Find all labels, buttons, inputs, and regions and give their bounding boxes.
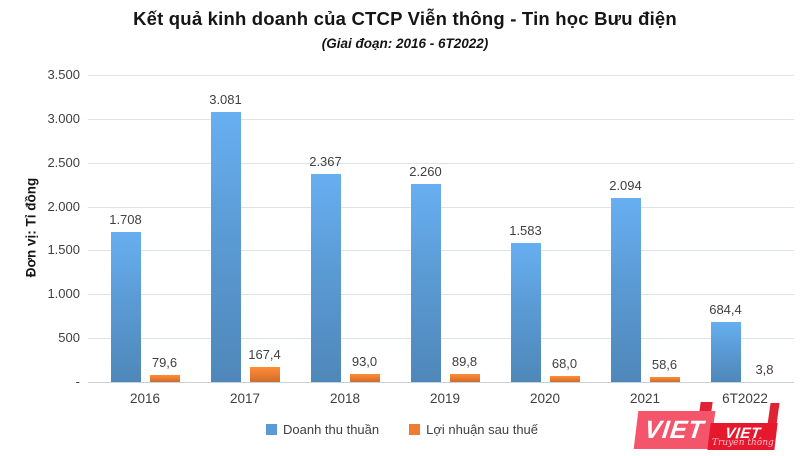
x-axis-label-2019: 2019 (429, 391, 461, 406)
y-tick-label-3500: 3.500 (47, 67, 80, 82)
bar-series0-2016 (110, 232, 141, 382)
bar-value-series1-2017: 167,4 (248, 347, 281, 363)
bar-value-series0-2021: 2.094 (609, 178, 642, 194)
x-axis-label-2016: 2016 (129, 391, 161, 406)
bar-series0-2017 (210, 111, 241, 382)
bar-value-series1-2016: 79,6 (151, 355, 178, 371)
y-tick-label-3000: 3.000 (47, 110, 80, 126)
x-axis-label-6T2022: 6T2022 (722, 391, 768, 406)
bar-value-series0-2018: 2.367 (309, 154, 342, 170)
bar-value-series0-2019: 2.260 (409, 163, 442, 179)
bar-series1-2016 (149, 375, 180, 382)
bar-value-series1-2018: 93,0 (351, 353, 378, 369)
bar-series0-6T2022 (710, 321, 741, 382)
gridline-2000 (88, 206, 794, 208)
bar-value-series1-2021: 58,6 (651, 356, 678, 372)
bar-series1-2018 (349, 373, 380, 382)
gridline-3000 (88, 118, 794, 120)
bar-series0-2020 (510, 243, 541, 382)
bar-series1-2019 (449, 374, 480, 382)
x-axis-label-2017: 2017 (229, 391, 261, 406)
bar-value-series1-2019: 89,8 (451, 354, 478, 370)
bar-series0-2018 (310, 174, 341, 382)
chart-title: Kết quả kinh doanh của CTCP Viễn thông -… (133, 8, 677, 29)
x-axis-label-2020: 2020 (529, 391, 561, 406)
x-axis-label-2018: 2018 (329, 391, 361, 406)
bar-value-series1-6T2022: 3,8 (755, 361, 774, 377)
x-axis-label-2021: 2021 (629, 391, 661, 406)
y-tick-label-500: 500 (58, 330, 80, 346)
bar-series1-2017 (249, 367, 280, 382)
watermark-big-text: VIET (643, 415, 707, 444)
y-tick-label-2500: 2.500 (47, 154, 80, 170)
legend-item-series1: Lợi nhuận sau thuế (409, 422, 538, 437)
gridline-1500 (88, 250, 794, 252)
legend-label-series1: Lợi nhuận sau thuế (426, 422, 539, 437)
bar-value-series1-2020: 68,0 (551, 356, 578, 372)
y-tick-label-0: - (75, 374, 80, 389)
legend-swatch-icon (265, 424, 277, 435)
chart-legend: Doanh thu thuần Lợi nhuận sau thuế (0, 422, 804, 437)
legend-swatch-icon (409, 424, 421, 435)
y-axis-title: Đơn vị: Tỉ đồng (23, 177, 39, 278)
gridline-3500 (88, 75, 794, 76)
legend-item-series0: Doanh thu thuần (265, 422, 380, 437)
gridline-0 (88, 382, 794, 383)
y-tick-label-1500: 1.500 (47, 242, 80, 258)
watermark-big-flag: VIET (633, 411, 716, 449)
gridline-1000 (88, 294, 794, 296)
bar-value-series0-2020: 1.583 (509, 223, 542, 239)
chart-subtitle: (Giai đoạn: 2016 - 6T2022) (321, 36, 489, 51)
bar-series0-2019 (410, 183, 441, 382)
bar-series1-2021 (649, 376, 680, 382)
y-tick-label-2000: 2.000 (47, 198, 80, 214)
bar-series1-2020 (549, 376, 580, 382)
bar-series1-6T2022 (749, 381, 780, 383)
bar-value-series0-2016: 1.708 (109, 212, 142, 228)
gridline-2500 (88, 162, 794, 164)
bar-value-series0-6T2022: 684,4 (709, 301, 742, 317)
bar-value-series0-2017: 3.081 (209, 91, 242, 107)
y-tick-label-1000: 1.000 (47, 286, 80, 302)
gridline-500 (88, 338, 794, 340)
bar-series0-2021 (610, 198, 641, 382)
watermark-script-text: Truyền thông (712, 438, 774, 448)
legend-label-series0: Doanh thu thuần (282, 422, 380, 437)
